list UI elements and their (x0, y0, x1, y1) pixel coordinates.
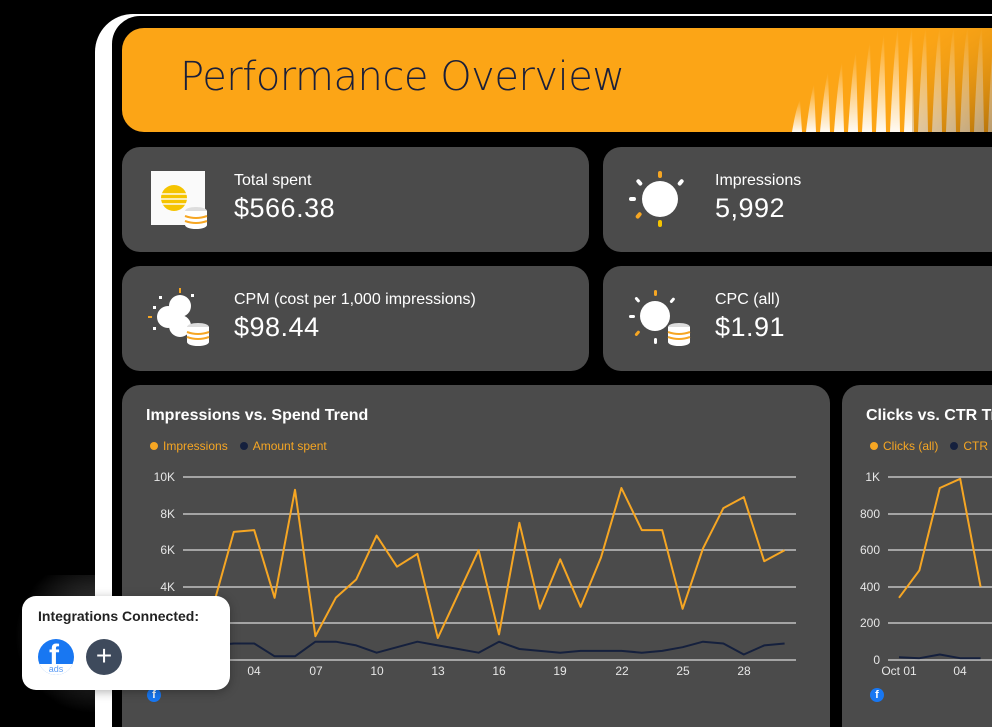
chart-title: Clicks vs. CTR Tr (866, 407, 992, 424)
decorative-wave-pattern (792, 28, 992, 132)
legend-dot-icon (950, 442, 959, 450)
legend-dot-icon (150, 442, 158, 450)
chart-legend: Clicks (all) CTR (a (870, 439, 992, 453)
y-tick: 800 (860, 507, 880, 521)
x-tick: 25 (676, 664, 690, 678)
y-tick: 400 (860, 580, 880, 594)
page-title: Performance Overview (180, 54, 625, 100)
x-tick: 19 (553, 664, 567, 678)
chart-title: Impressions vs. Spend Trend (146, 407, 369, 424)
facebook-source-icon: f (870, 688, 884, 702)
legend-label: Amount spent (252, 439, 327, 453)
y-tick: 8K (160, 507, 175, 521)
ads-label: ads (38, 664, 74, 675)
kpi-label: CPM (cost per 1,000 impressions) (234, 291, 476, 308)
legend-item-amount-spent[interactable]: Amount spent (239, 439, 327, 453)
series-line-amount-spent (193, 640, 785, 658)
x-tick: Oct 01 (881, 664, 917, 678)
legend-item-ctr[interactable]: CTR (a (950, 439, 992, 453)
x-tick: 13 (431, 664, 445, 678)
x-tick: 04 (247, 664, 261, 678)
chart-card-impressions-spend: Impressions vs. Spend Trend Impressions … (122, 385, 830, 727)
y-tick: 0 (873, 653, 880, 667)
cloud-coins-icon (148, 288, 210, 346)
kpi-card-cpc: CPC (all) $1.91 (603, 266, 992, 371)
sun-coins-icon (629, 290, 691, 346)
add-integration-button[interactable]: + (86, 639, 122, 675)
kpi-card-cpm: CPM (cost per 1,000 impressions) $98.44 (122, 266, 589, 371)
popup-title: Integrations Connected: (38, 608, 200, 624)
legend-label: Impressions (163, 439, 228, 453)
line-chart-plot[interactable]: 10K 8K 6K 4K 2K 0 04 07 10 13 16 19 22 2… (122, 385, 830, 727)
x-tick: 04 (953, 664, 967, 678)
sun-icon (629, 171, 684, 227)
x-tick: 28 (737, 664, 751, 678)
y-tick: 10K (154, 470, 175, 484)
series-line-ctr (898, 653, 981, 660)
chart-card-clicks-ctr: Clicks vs. CTR Tr Clicks (all) CTR (a 1K… (842, 385, 992, 727)
x-tick: 10 (370, 664, 384, 678)
facebook-ads-integration-button[interactable]: f ads (38, 639, 74, 675)
legend-dot-icon (239, 442, 248, 450)
chart-legend: Impressions Amount spent (150, 439, 327, 453)
coin-stack-sun-icon (151, 171, 208, 229)
kpi-value: $566.38 (234, 193, 336, 223)
kpi-label: CPC (all) (715, 291, 780, 308)
kpi-value: $98.44 (234, 312, 320, 342)
series-line-impressions (192, 487, 786, 639)
facebook-icon: f (49, 639, 59, 672)
kpi-value: 5,992 (715, 193, 786, 223)
line-chart-plot[interactable]: 1K 800 600 400 200 0 Oct 01 04 (842, 385, 992, 727)
kpi-label: Impressions (715, 172, 802, 189)
y-tick: 1K (865, 470, 880, 484)
legend-item-clicks[interactable]: Clicks (all) (870, 439, 938, 453)
x-tick: 22 (615, 664, 629, 678)
legend-dot-icon (870, 442, 878, 450)
legend-label: Clicks (all) (883, 439, 939, 453)
kpi-card-impressions: Impressions 5,992 (603, 147, 992, 252)
kpi-label: Total spent (234, 172, 312, 189)
y-tick: 200 (860, 616, 880, 630)
y-tick: 6K (160, 543, 175, 557)
dashboard-screen: Performance Overview (112, 16, 992, 727)
facebook-source-icon: f (147, 688, 161, 702)
kpi-value: $1.91 (715, 312, 786, 342)
kpi-card-total-spent: Total spent $566.38 (122, 147, 589, 252)
legend-label: CTR (a (963, 439, 992, 453)
integrations-popup: Integrations Connected: f ads + (22, 596, 230, 690)
x-tick: 16 (492, 664, 506, 678)
header-banner: Performance Overview (122, 28, 992, 132)
x-tick: 07 (309, 664, 323, 678)
y-tick: 600 (860, 543, 880, 557)
series-line-clicks (898, 477, 982, 599)
y-tick: 4K (160, 580, 175, 594)
legend-item-impressions[interactable]: Impressions (150, 439, 228, 453)
